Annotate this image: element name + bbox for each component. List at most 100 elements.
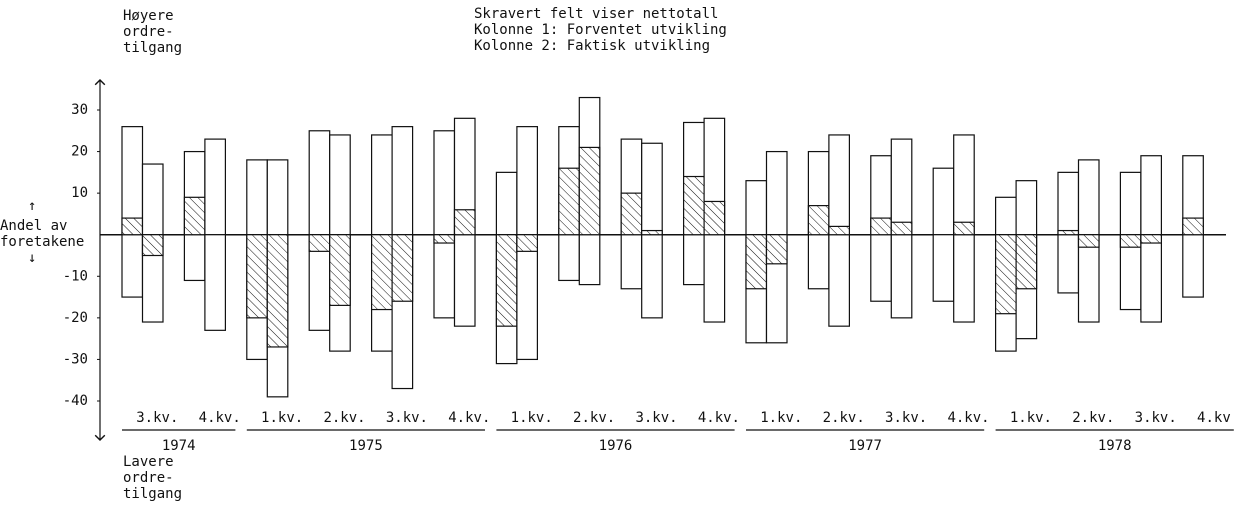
y-tick-label: 30 <box>71 102 88 118</box>
bar-net <box>329 234 351 306</box>
side-label: foretakene <box>0 234 84 250</box>
bar-net <box>183 196 206 236</box>
bar-down <box>121 234 144 298</box>
bar-up <box>890 138 913 236</box>
bar-net <box>558 167 580 236</box>
bar-down <box>183 234 206 282</box>
bar-up <box>391 126 414 236</box>
quarter-label: 2.kv. <box>573 410 615 426</box>
bar-up <box>745 180 768 236</box>
bar-down <box>703 234 726 323</box>
bar-up <box>204 138 226 236</box>
bar-net <box>121 217 144 236</box>
bottom-label: Lavere <box>123 454 174 470</box>
bar-net <box>433 234 456 244</box>
y-tick-label: -10 <box>63 268 88 284</box>
bar-up <box>1077 159 1100 236</box>
bar-net <box>1015 234 1038 290</box>
legend-line: Kolonne 2: Faktisk utvikling <box>474 38 710 54</box>
bar-net <box>765 234 788 265</box>
bar-up <box>329 134 351 236</box>
bar-up <box>246 159 268 236</box>
quarter-label: 4.kv. <box>1197 410 1234 426</box>
bar-up <box>641 142 663 236</box>
bar-net <box>453 209 476 236</box>
bar-up <box>371 134 393 236</box>
quarter-label: 3.kv. <box>635 410 677 426</box>
bar-up <box>1015 180 1038 236</box>
bar-net <box>828 225 851 236</box>
bar-net <box>1057 229 1080 236</box>
bar-up <box>828 134 851 236</box>
bar-net <box>807 205 830 236</box>
bar-up <box>308 130 331 236</box>
bar-down <box>870 234 892 302</box>
bar-net <box>141 234 164 257</box>
quarter-label: 4.kv. <box>698 410 740 426</box>
bar-net <box>1077 234 1100 248</box>
bar-up <box>932 167 955 236</box>
bar-up <box>141 163 164 236</box>
bar-up <box>1140 155 1163 236</box>
quarter-label: 1.kv. <box>511 410 553 426</box>
bar-down <box>682 234 705 286</box>
year-label: 1978 <box>1098 438 1132 454</box>
year-label: 1976 <box>599 438 633 454</box>
bar-down <box>641 234 663 319</box>
bar-net <box>371 234 393 311</box>
quarter-label: 3.kv. <box>386 410 428 426</box>
top-label: tilgang <box>123 40 182 56</box>
year-label: 1974 <box>162 438 196 454</box>
bar-net <box>1182 217 1204 236</box>
y-tick-label: 20 <box>71 144 88 160</box>
year-label: 1977 <box>848 438 882 454</box>
bar-net <box>682 175 705 236</box>
y-tick-label: -30 <box>63 351 88 367</box>
bar-up <box>953 134 975 236</box>
bar-down <box>433 234 456 319</box>
bar-up <box>266 159 289 236</box>
bar-down <box>1057 234 1080 294</box>
bar-up <box>765 150 788 236</box>
bar-net <box>641 229 663 236</box>
bar-net <box>516 234 539 252</box>
bar-down <box>1182 234 1204 298</box>
bar-net <box>246 234 268 319</box>
bar-down <box>828 234 851 327</box>
y-tick-label: -20 <box>63 310 88 326</box>
bottom-label: tilgang <box>123 486 182 502</box>
arrow-down: ↓ <box>28 250 36 266</box>
bar-net <box>308 234 331 252</box>
bar-net <box>391 234 414 302</box>
bar-down <box>953 234 975 323</box>
bar-net <box>1119 234 1142 248</box>
quarter-label: 3.kv. <box>136 410 178 426</box>
y-tick-label: 10 <box>71 185 88 201</box>
top-label: ordre- <box>123 24 174 40</box>
legend-line: Skravert felt viser nettotall <box>474 6 718 22</box>
bar-down <box>453 234 476 327</box>
bar-net <box>870 217 892 236</box>
quarter-label: 4.kv. <box>947 410 989 426</box>
bar-down <box>516 234 539 361</box>
bar-down <box>1077 234 1100 323</box>
bar-net <box>620 192 643 236</box>
year-label: 1975 <box>349 438 383 454</box>
bar-down <box>620 234 643 290</box>
quarter-label: 2.kv. <box>823 410 865 426</box>
bar-net <box>1140 234 1163 244</box>
bar-net <box>953 221 975 236</box>
bar-net <box>495 234 518 327</box>
side-label: Andel av <box>0 218 67 234</box>
bar-net <box>994 234 1017 315</box>
bar-up <box>994 196 1017 236</box>
quarter-label: 1.kv. <box>261 410 303 426</box>
bar-down <box>932 234 955 302</box>
quarter-label: 4.kv. <box>448 410 490 426</box>
bar-up <box>1119 171 1142 236</box>
bar-net <box>745 234 768 290</box>
bar-down <box>204 234 226 331</box>
bar-net <box>890 221 913 236</box>
bar-up <box>1057 171 1080 236</box>
